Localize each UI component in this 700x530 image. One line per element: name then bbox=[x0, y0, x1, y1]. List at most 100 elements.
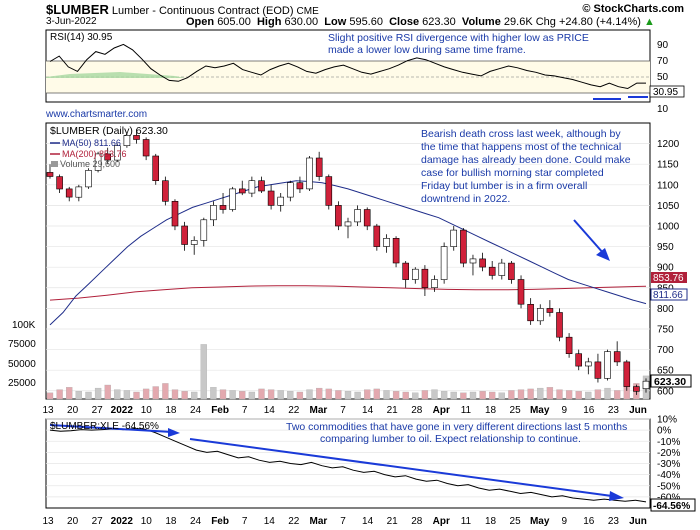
candle-up bbox=[450, 229, 458, 247]
x-tick: 9 bbox=[562, 405, 568, 416]
rsi-tick: 50 bbox=[657, 72, 669, 83]
candle-down bbox=[296, 182, 304, 190]
price-tick: 1000 bbox=[657, 221, 680, 232]
volume-bar bbox=[565, 390, 573, 400]
volume-bar bbox=[604, 387, 611, 400]
volume-bar bbox=[104, 384, 111, 400]
volume-bar bbox=[114, 389, 121, 400]
price-tick: 1100 bbox=[657, 180, 679, 191]
volume-tick: 25000 bbox=[8, 378, 36, 389]
candle-down bbox=[162, 180, 169, 202]
x-tick: 28 bbox=[411, 516, 423, 527]
candle-down bbox=[56, 176, 63, 190]
price-tick: 600 bbox=[657, 386, 674, 397]
ratio-tick: -60% bbox=[657, 492, 680, 503]
volume-bar bbox=[421, 390, 429, 400]
candle-down bbox=[171, 201, 179, 227]
x-tick: 14 bbox=[362, 405, 374, 416]
x-tick: 10 bbox=[141, 516, 153, 527]
volume-bar bbox=[200, 344, 207, 400]
volume-bar bbox=[537, 387, 544, 400]
volume-bar bbox=[316, 387, 323, 400]
candle-down bbox=[517, 279, 525, 305]
x-tick: 18 bbox=[165, 516, 177, 527]
rsi-note-line-2: made a lower low during same time frame. bbox=[328, 44, 526, 56]
ratio-trend-arrow-1 bbox=[49, 424, 173, 433]
candle-down bbox=[613, 351, 621, 363]
x-tick: 7 bbox=[242, 405, 248, 416]
x-axis-price: 13 20 27 2022 10 18 24 Feb 7 14 22 Mar 7 14 21 28 Apr 11 1… bbox=[42, 405, 646, 416]
volume-bar bbox=[440, 391, 448, 400]
arrow-head-icon bbox=[168, 428, 180, 437]
candle-down bbox=[460, 229, 467, 264]
close-value: 623.30 bbox=[422, 16, 456, 28]
rsi-label: RSI(14) 30.95 bbox=[50, 32, 113, 43]
x-tick: 14 bbox=[264, 516, 276, 527]
candle-up bbox=[431, 279, 438, 288]
candle-up bbox=[306, 157, 313, 190]
volume-bar bbox=[517, 389, 525, 400]
candle-down bbox=[623, 361, 631, 387]
candle-down bbox=[104, 153, 111, 161]
candle-down bbox=[633, 386, 640, 392]
volume-bar bbox=[508, 390, 515, 400]
candle-down bbox=[556, 312, 563, 338]
price-note-line-1: Bearish death cross last week, although … bbox=[421, 128, 621, 140]
candle-down bbox=[142, 139, 150, 157]
symbol: $LUMBER bbox=[46, 2, 109, 17]
candle-down bbox=[239, 188, 246, 194]
price-note-line-4: case for bullish morning star completed bbox=[421, 167, 604, 179]
x-tick: Mar bbox=[310, 405, 328, 416]
x-tick: 7 bbox=[340, 516, 346, 527]
x-tick: 27 bbox=[92, 405, 104, 416]
price-tick: 650 bbox=[657, 366, 674, 377]
volume-bar bbox=[142, 388, 150, 400]
x-tick: Jun bbox=[629, 405, 647, 416]
volume-bar bbox=[152, 386, 159, 400]
x-tick: 21 bbox=[387, 405, 399, 416]
candle-up bbox=[94, 153, 102, 171]
ma200-badge bbox=[651, 272, 687, 283]
low-label: Low bbox=[324, 16, 347, 28]
candle-down bbox=[402, 262, 410, 280]
candle-down bbox=[325, 176, 333, 206]
ratio-badge-text: -64.56% bbox=[653, 501, 690, 512]
candle-up bbox=[383, 238, 390, 247]
candle-down bbox=[133, 135, 140, 140]
ratio-label: $LUMBER:XLE -64.56% bbox=[50, 421, 159, 432]
candle-up bbox=[114, 145, 121, 161]
volume-bar bbox=[431, 389, 438, 400]
open-label: Open bbox=[186, 16, 215, 28]
volume-bar bbox=[306, 389, 313, 400]
candle-down bbox=[373, 225, 381, 247]
x-tick: 20 bbox=[67, 405, 79, 416]
candle-up bbox=[498, 262, 506, 276]
volume-legend: Volume 29,600 bbox=[60, 159, 120, 169]
exchange: CME bbox=[296, 6, 319, 17]
price-note-line-5: Friday but lumber is in a firm overall bbox=[421, 180, 587, 192]
volume-bar bbox=[171, 389, 179, 400]
x-tick: 28 bbox=[411, 405, 423, 416]
ratio-tick: -40% bbox=[657, 470, 680, 481]
ratio-badge bbox=[650, 498, 696, 512]
ratio-note-line-1: Two commodities that have gone in very d… bbox=[286, 421, 627, 433]
x-tick: 20 bbox=[67, 516, 79, 527]
candle-down bbox=[594, 361, 602, 379]
volume-bar bbox=[248, 391, 256, 400]
rsi-tick: 10 bbox=[657, 104, 669, 115]
volume-bar bbox=[133, 391, 140, 400]
x-tick: 21 bbox=[387, 516, 399, 527]
x-tick: 2022 bbox=[111, 405, 134, 416]
volume-bar bbox=[489, 391, 496, 400]
price-tick: 900 bbox=[657, 263, 674, 274]
close-badge-text: 623.30 bbox=[654, 376, 686, 388]
volume-bar bbox=[94, 387, 102, 400]
x-tick: 7 bbox=[340, 405, 346, 416]
x-tick: 14 bbox=[264, 405, 276, 416]
rsi-fill-above bbox=[46, 72, 185, 78]
rsi-note-line-1: Slight positive RSI divergence with high… bbox=[328, 32, 589, 44]
volume-bar bbox=[546, 387, 554, 400]
x-tick: 27 bbox=[92, 516, 104, 527]
death-cross-arrow bbox=[573, 219, 605, 255]
